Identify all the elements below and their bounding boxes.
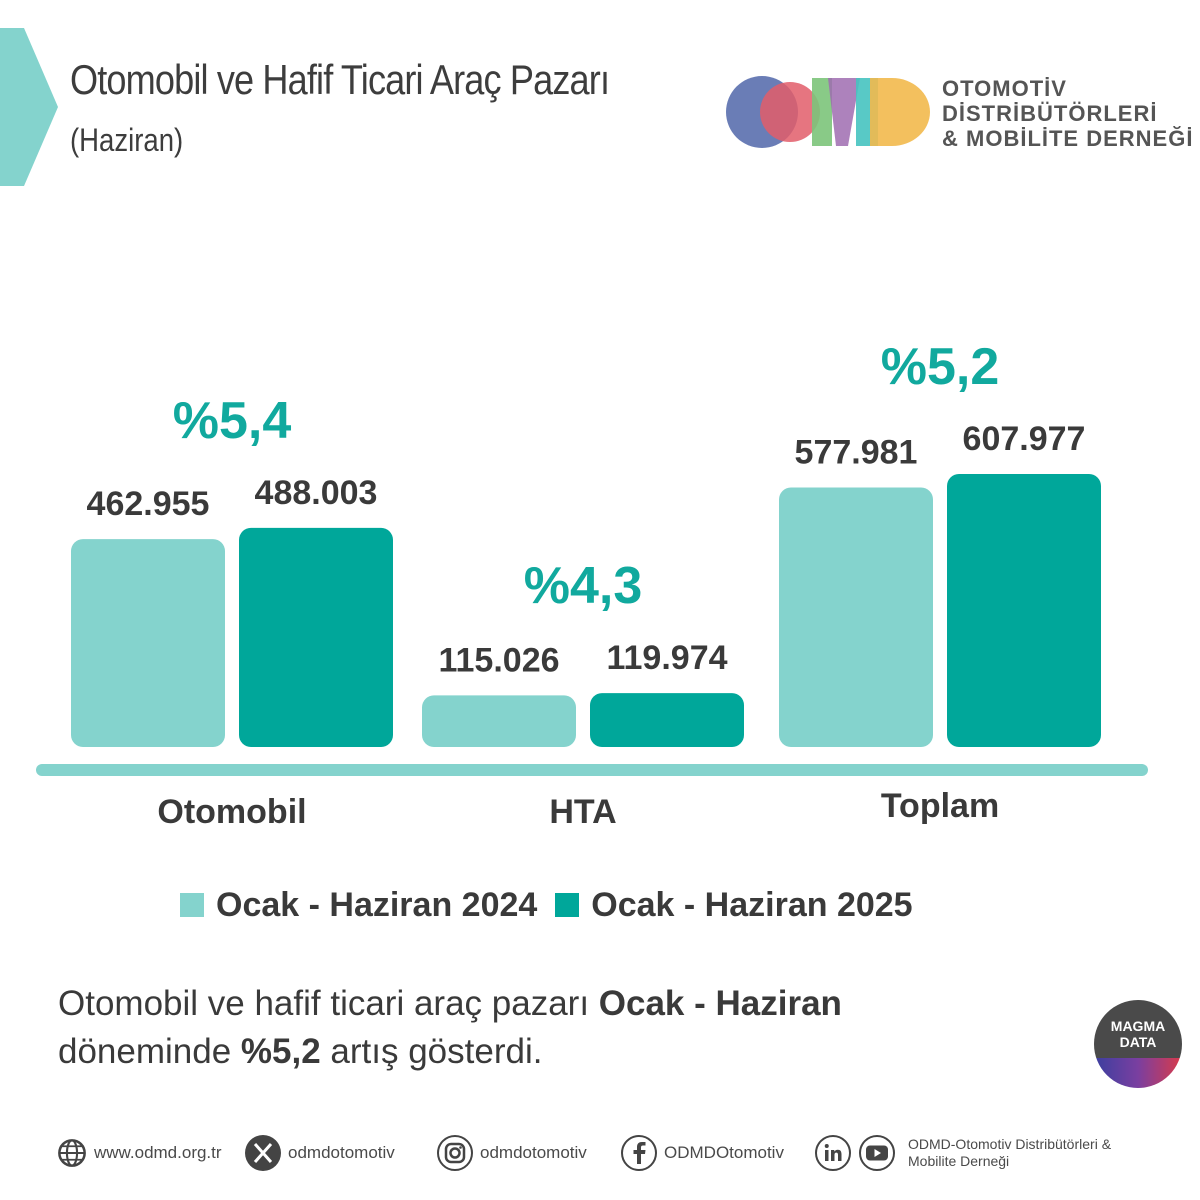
globe-icon xyxy=(58,1139,86,1167)
category-label-otomobil: Otomobil xyxy=(157,793,306,831)
odmd-logo-mark xyxy=(726,76,930,148)
summary-bold-period: Ocak - Haziran xyxy=(598,984,842,1023)
odmd-logo: OTOMOTİV DİSTRİBÜTÖRLERİ & MOBİLİTE DERN… xyxy=(720,72,1192,152)
data-label-otomobil-2025: 488.003 xyxy=(255,474,378,512)
website-link[interactable]: www.odmd.org.tr xyxy=(94,1143,222,1162)
organization-name: ODMD-Otomotiv Distribütörleri & Mobilite… xyxy=(908,1136,1112,1169)
facebook-handle[interactable]: ODMDOtomotiv xyxy=(664,1143,784,1162)
data-label-hta-2025: 119.974 xyxy=(606,639,727,677)
bar-hta-2024 xyxy=(422,695,576,747)
logo-line-1: OTOMOTİV xyxy=(942,76,1067,101)
footer-organization: ODMD-Otomotiv Distribütörleri & Mobilite… xyxy=(908,1130,1158,1176)
instagram-handle[interactable]: odmdotomotiv xyxy=(480,1143,587,1162)
page-title: Otomobil ve Hafif Ticari Araç Pazarı xyxy=(70,56,610,103)
data-label-toplam-2024: 577.981 xyxy=(795,433,918,471)
summary-bold-growth: %5,2 xyxy=(240,1032,321,1071)
bar-toplam-2025 xyxy=(947,474,1101,747)
bar-hta-2025 xyxy=(590,693,744,747)
bar-toplam-2024 xyxy=(779,487,933,747)
footer-website[interactable]: www.odmd.org.tr xyxy=(56,1130,222,1176)
summary-text: Otomobil ve hafif ticari araç pazarı Oca… xyxy=(58,980,1038,1076)
legend-item-2025: Ocak - Haziran 2025 xyxy=(555,885,913,925)
data-label-otomobil-2024: 462.955 xyxy=(87,485,210,523)
badge-line-1: MAGMA xyxy=(1110,1018,1166,1034)
logo-line-2: DİSTRİBÜTÖRLERİ xyxy=(942,101,1158,126)
legend-label-2025: Ocak - Haziran 2025 xyxy=(591,885,913,924)
magma-data-badge: MAGMA DATA xyxy=(1094,1000,1182,1088)
footer-facebook[interactable]: ODMDOtomotiv xyxy=(620,1130,784,1176)
summary-part-3: artış gösterdi. xyxy=(320,1032,543,1071)
facebook-icon xyxy=(621,1135,657,1171)
bar-chart-svg: 462.955 488.003 %5,4 Otomobil 115.026 119.974… xyxy=(36,338,1148,831)
summary-part-1: Otomobil ve hafif ticari araç pazarı xyxy=(58,984,599,1023)
data-label-toplam-2025: 607.977 xyxy=(963,420,1086,458)
x-handle[interactable]: odmdotomotiv xyxy=(288,1143,395,1162)
legend-label-2024: Ocak - Haziran 2024 xyxy=(216,885,538,924)
category-label-hta: HTA xyxy=(549,793,616,831)
legend-swatch-2024 xyxy=(180,893,204,917)
logo-line-3: & MOBİLİTE DERNEĞİ xyxy=(942,126,1194,151)
category-label-toplam: Toplam xyxy=(881,787,999,825)
footer: www.odmd.org.tr odmdotomotiv odmdotomoti… xyxy=(56,1130,1156,1180)
instagram-icon xyxy=(437,1135,473,1171)
youtube-icon[interactable] xyxy=(858,1134,896,1172)
growth-label-toplam: %5,2 xyxy=(881,338,1000,396)
footer-instagram[interactable]: odmdotomotiv xyxy=(436,1130,587,1176)
page-subtitle: (Haziran) xyxy=(70,122,184,158)
data-label-hta-2024: 115.026 xyxy=(438,641,559,679)
growth-label-hta: %4,3 xyxy=(524,557,643,615)
growth-label-otomobil: %5,4 xyxy=(173,392,292,450)
footer-x[interactable]: odmdotomotiv xyxy=(244,1130,395,1176)
linkedin-icon[interactable] xyxy=(814,1134,852,1172)
bar-chart: 462.955 488.003 %5,4 Otomobil 115.026 119.974… xyxy=(0,290,1200,850)
footer-linkedin-youtube[interactable] xyxy=(814,1130,896,1176)
logo-text: OTOMOTİV DİSTRİBÜTÖRLERİ & MOBİLİTE DERN… xyxy=(942,76,1193,151)
legend-item-2024: Ocak - Haziran 2024 xyxy=(180,886,537,925)
legend-swatch-2025 xyxy=(555,893,580,917)
summary-part-2: döneminde xyxy=(58,1032,241,1071)
bar-otomobil-2025 xyxy=(239,527,393,747)
chart-legend: Ocak - Haziran 2024 Ocak - Haziran 2025 xyxy=(180,880,913,930)
chart-baseline xyxy=(36,764,1148,776)
badge-line-2: DATA xyxy=(1119,1034,1157,1050)
x-icon xyxy=(245,1135,281,1171)
header-chevron xyxy=(0,28,58,186)
bar-otomobil-2024 xyxy=(71,539,225,747)
